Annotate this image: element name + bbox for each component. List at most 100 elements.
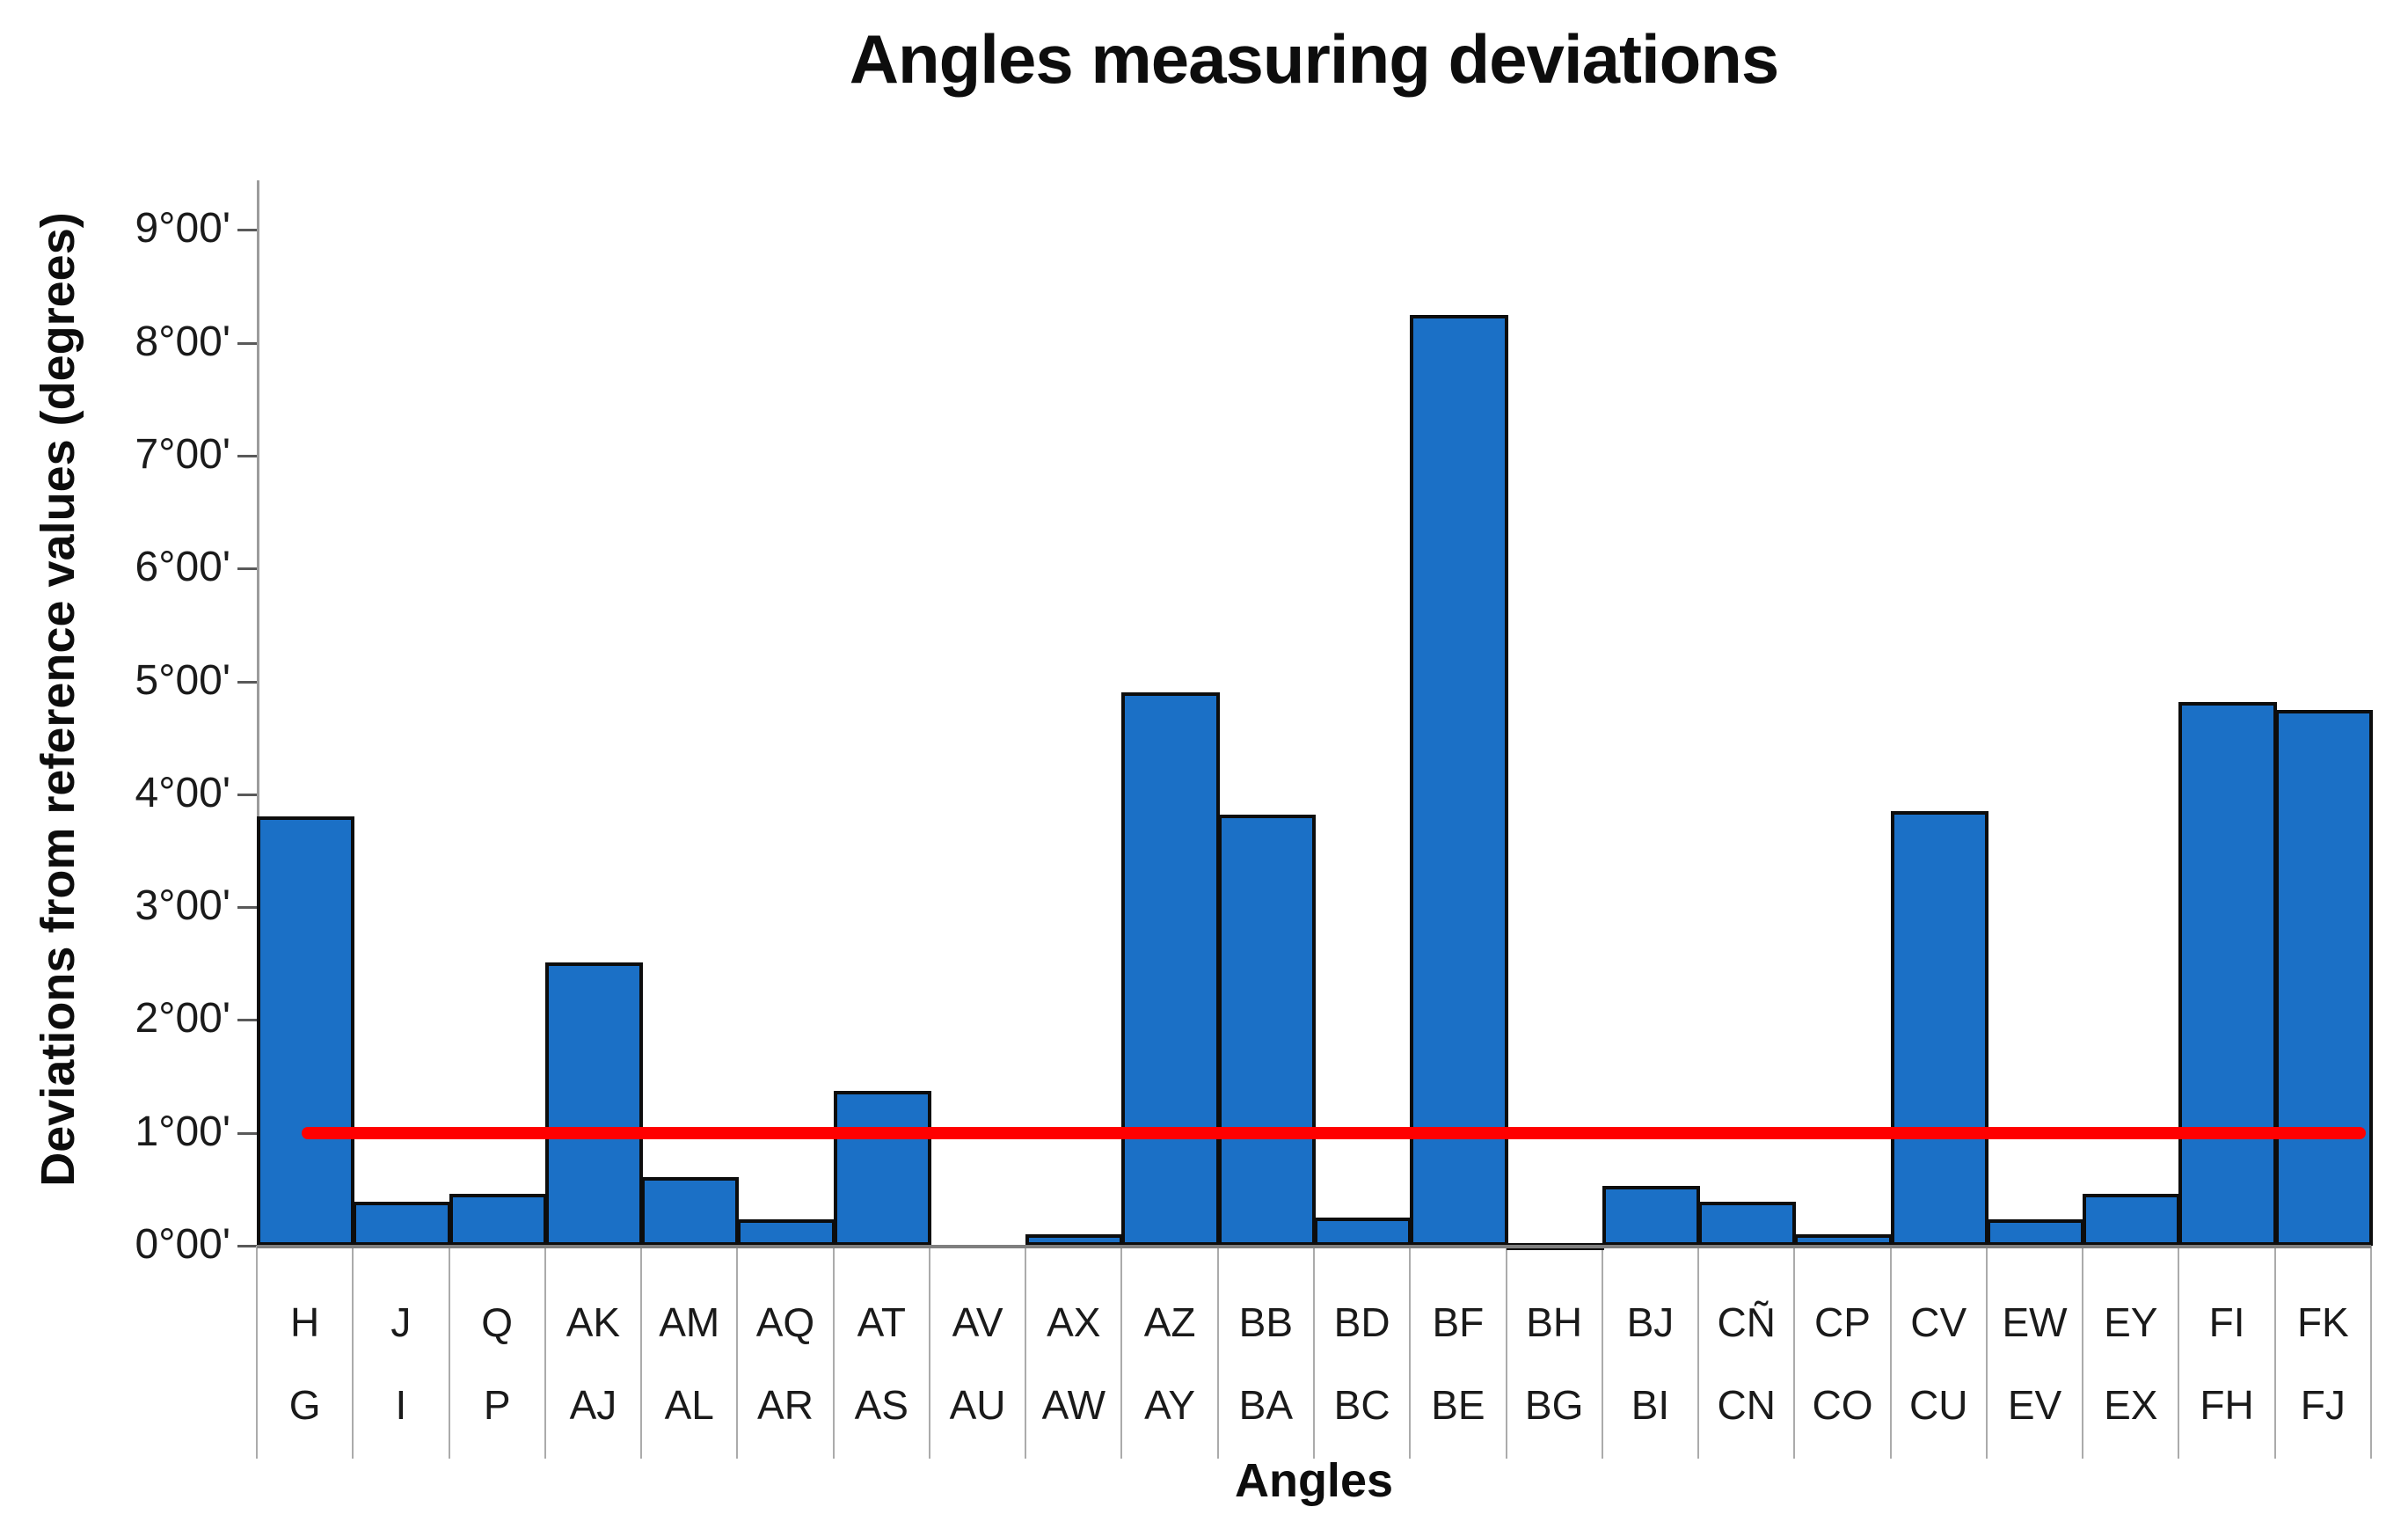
y-tick-mark [237,1131,257,1135]
category-label-bottom: P [483,1382,511,1428]
category-label-bottom: FH [2200,1382,2254,1428]
category-label-top: H [290,1299,320,1345]
bar-AK-AJ [544,962,644,1246]
category-separator [352,1246,354,1459]
category-label-top: J [390,1299,412,1345]
category-separator [448,1246,450,1459]
bar-EY-EX [2083,1193,2181,1246]
category-separator [2082,1246,2084,1459]
reference-line [302,1126,2366,1139]
category-separator [1985,1246,1988,1459]
category-label-top: BB [1238,1299,1294,1345]
y-tick-mark [237,906,257,910]
category-separator [256,1246,258,1459]
category-separator [2273,1246,2276,1459]
category-label-bottom: BI [1631,1382,1670,1428]
category-label-top: FI [2208,1299,2245,1345]
y-tick-mark [237,341,257,345]
category-separator [1793,1246,1796,1459]
category-label-top: EY [2104,1299,2158,1345]
category-label-bottom: AU [949,1382,1006,1428]
category-label-bottom: FJ [2300,1382,2346,1428]
category-separator [1025,1246,1027,1459]
category-label-top: Q [481,1299,514,1345]
y-tick-mark [237,1019,257,1022]
y-tick-label: 1°00' [135,1108,230,1155]
bar-FI-FH [2178,701,2277,1246]
category-label-bottom: BG [1524,1382,1584,1428]
category-label-bottom: AJ [569,1382,617,1428]
y-tick-label: 0°00' [135,1221,230,1268]
bar-AZ-AY [1121,692,1220,1246]
category-label-top: AT [857,1299,906,1345]
bar-EW-EV [1986,1219,2085,1246]
category-label-bottom: BE [1431,1382,1485,1428]
category-label-top: AZ [1143,1299,1196,1345]
category-separator [1120,1246,1123,1459]
y-tick-label: 9°00' [135,205,230,252]
y-tick-label: 3°00' [135,882,230,930]
category-label-top: AK [566,1299,621,1345]
category-label-top: CP [1814,1299,1871,1345]
y-tick-mark [237,1245,257,1247]
bar-H-G [257,816,355,1246]
bar-BJ-BI [1602,1186,1701,1246]
category-label-top: AM [659,1299,720,1345]
x-axis-title: Angles [1234,1454,1394,1507]
bar-AX-AW [1025,1234,1124,1246]
bar-BD-BC [1314,1217,1412,1246]
category-label-top: BH [1526,1299,1583,1345]
category-separator [2178,1246,2180,1459]
category-label-bottom: AW [1041,1382,1105,1428]
y-tick-mark [237,454,257,457]
category-label-bottom: BC [1333,1382,1390,1428]
bar-CP-CO [1794,1234,1893,1246]
y-tick-mark [237,229,257,232]
y-tick-label: 2°00' [135,995,230,1042]
category-label-top: AX [1047,1299,1101,1345]
bar-AM-AL [641,1176,740,1246]
bar-BB-BA [1217,814,1316,1246]
category-label-top: AQ [755,1299,815,1345]
category-label-top: BF [1432,1299,1485,1345]
category-separator [832,1246,835,1459]
category-label-top: EW [2002,1299,2068,1345]
category-label-bottom: BA [1238,1382,1294,1428]
bar-J-I [353,1201,451,1246]
category-label-bottom: EV [2007,1382,2062,1428]
category-label-bottom: AS [854,1382,908,1428]
y-tick-label: 8°00' [135,318,230,365]
y-tick-mark [237,793,257,796]
category-separator [640,1246,643,1459]
category-separator [1409,1246,1412,1459]
y-axis-line [257,180,259,1246]
category-separator [1889,1246,1892,1459]
y-tick-mark [237,567,257,571]
y-tick-label: 6°00' [135,544,230,591]
category-separator [736,1246,739,1459]
category-label-top: FK [2296,1299,2349,1345]
category-label-top: AV [952,1299,1003,1345]
category-label-bottom: CN [1717,1382,1776,1428]
category-label-bottom: I [395,1382,407,1428]
bar-FK-FJ [2274,709,2373,1246]
category-label-bottom: CO [1812,1382,1873,1428]
category-separator [544,1246,546,1459]
chart-title: Angles measuring deviations [849,20,1780,98]
category-label-top: BJ [1626,1299,1675,1345]
category-separator [1313,1246,1315,1459]
category-separator [1216,1246,1219,1459]
y-tick-label: 5°00' [135,656,230,704]
bar-Q-P [449,1193,547,1246]
category-label-bottom: G [288,1382,321,1428]
category-label-top: BD [1333,1299,1390,1345]
category-label-bottom: AY [1144,1382,1196,1428]
category-separator [1697,1246,1700,1459]
category-label-bottom: EX [2104,1382,2158,1428]
bar-CÑ-CN [1698,1201,1797,1246]
category-separator [2370,1246,2372,1459]
bar-AQ-AR [737,1219,836,1246]
y-tick-label: 4°00' [135,769,230,816]
category-label-bottom: CU [1909,1382,1968,1428]
